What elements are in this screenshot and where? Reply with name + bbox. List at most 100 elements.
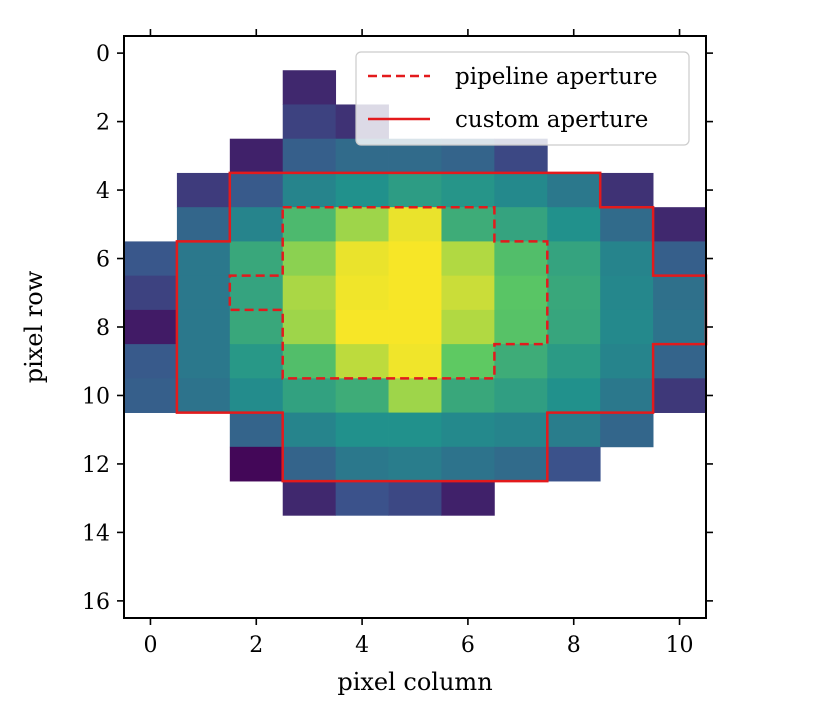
heatmap-cell <box>494 446 548 482</box>
heatmap-cell <box>282 344 337 379</box>
heatmap-cell <box>335 241 389 277</box>
y-axis-ticks: 0 2 4 6 8 10 12 14 16 <box>82 42 713 615</box>
heatmap-cell <box>229 344 284 379</box>
heatmap-cell <box>388 172 442 208</box>
heatmap-cell <box>335 275 389 311</box>
heatmap-cell <box>124 275 178 311</box>
heatmap-cell <box>547 241 601 277</box>
heatmap-cell <box>653 309 707 345</box>
heatmap-cell <box>176 378 231 413</box>
heatmap-cell <box>388 481 442 516</box>
y-tick-label: 14 <box>82 521 110 546</box>
heatmap-cell <box>282 412 337 448</box>
x-tick-label: 2 <box>249 633 263 658</box>
heatmap-cell <box>388 412 442 448</box>
legend: pipeline aperture custom aperture <box>355 51 690 146</box>
heatmap-cell <box>547 344 601 379</box>
heatmap-cell <box>494 172 548 208</box>
heatmap-cell <box>494 344 548 379</box>
heatmap-cell <box>547 446 601 482</box>
heatmap-cell <box>282 481 337 516</box>
heatmap-cell <box>229 241 284 277</box>
heatmap-cell <box>653 207 707 242</box>
heatmap-cell <box>600 275 654 311</box>
heatmap-cell <box>335 172 389 208</box>
heatmap-cell <box>282 70 337 105</box>
heatmap-cell <box>441 378 495 413</box>
heatmap-cell <box>388 378 442 413</box>
x-axis-ticks: 0 2 4 6 8 10 <box>143 29 694 658</box>
y-axis-label: pixel row <box>20 270 48 383</box>
heatmap-cell <box>441 412 495 448</box>
heatmap-cell <box>335 207 389 242</box>
heatmap-cell <box>494 309 548 345</box>
custom-aperture-outline <box>175 171 708 483</box>
pipeline-aperture-outline <box>228 205 549 380</box>
x-tick-label: 0 <box>143 633 157 658</box>
heatmap-cell <box>600 207 654 242</box>
heatmap-cell <box>388 344 442 379</box>
heatmap-cell <box>494 207 548 242</box>
heatmap-cell <box>176 309 231 345</box>
heatmap-cell <box>124 309 178 345</box>
heatmap-cell <box>229 172 284 208</box>
legend-custom-label: custom aperture <box>455 107 648 133</box>
y-tick-label: 12 <box>82 453 110 478</box>
heatmap-cell <box>282 309 337 345</box>
x-axis-label: pixel column <box>337 668 492 696</box>
heatmap-cell <box>282 207 337 242</box>
heatmap-cell <box>441 446 495 482</box>
legend-pipeline-label: pipeline aperture <box>455 64 658 90</box>
heatmap-cell <box>547 207 601 242</box>
heatmap-cell <box>600 344 654 379</box>
heatmap-cell <box>388 446 442 482</box>
heatmap-cell <box>441 207 495 242</box>
y-tick-label: 10 <box>82 384 110 409</box>
heatmap-cell <box>335 344 389 379</box>
heatmap-cell <box>494 378 548 413</box>
y-tick-label: 0 <box>96 42 110 67</box>
heatmap-cell <box>547 378 601 413</box>
heatmap-cell <box>653 344 707 379</box>
heatmap-cell <box>229 378 284 413</box>
x-tick-label: 10 <box>666 633 694 658</box>
heatmap-cell <box>282 138 337 174</box>
x-tick-label: 4 <box>355 633 369 658</box>
y-tick-label: 6 <box>96 248 110 273</box>
heatmap-cell <box>494 412 548 448</box>
heatmap-cell <box>176 172 231 208</box>
heatmap-cell <box>441 309 495 345</box>
x-tick-label: 8 <box>567 633 581 658</box>
heatmap-cell <box>229 207 284 242</box>
y-tick-label: 8 <box>96 316 110 341</box>
heatmap-cell <box>653 378 707 413</box>
heatmap-cell <box>600 412 654 448</box>
heatmap-cell <box>335 446 389 482</box>
heatmap-cell <box>388 309 442 345</box>
heatmap-cell <box>229 138 284 174</box>
heatmap-cell <box>282 446 337 482</box>
heatmap-cell <box>229 446 284 482</box>
heatmap-cell <box>176 241 231 277</box>
heatmap-cell <box>600 172 654 208</box>
heatmap-cell <box>176 275 231 311</box>
heatmap-cell <box>547 172 601 208</box>
heatmap-cell <box>600 241 654 277</box>
heatmap-cell <box>229 275 284 311</box>
heatmap-cell <box>441 481 495 516</box>
heatmap-cell <box>441 344 495 379</box>
heatmap-cell <box>335 378 389 413</box>
heatmap-cells <box>124 70 707 516</box>
y-tick-label: 16 <box>82 590 110 615</box>
heatmap-cell <box>335 481 389 516</box>
heatmap-cell <box>547 412 601 448</box>
heatmap-cell <box>335 412 389 448</box>
heatmap-cell <box>176 207 231 242</box>
heatmap-cell <box>600 378 654 413</box>
heatmap-cell <box>282 172 337 208</box>
heatmap-cell <box>547 275 601 311</box>
heatmap-cell <box>282 378 337 413</box>
heatmap-cell <box>441 241 495 277</box>
heatmap-cell <box>653 241 707 277</box>
